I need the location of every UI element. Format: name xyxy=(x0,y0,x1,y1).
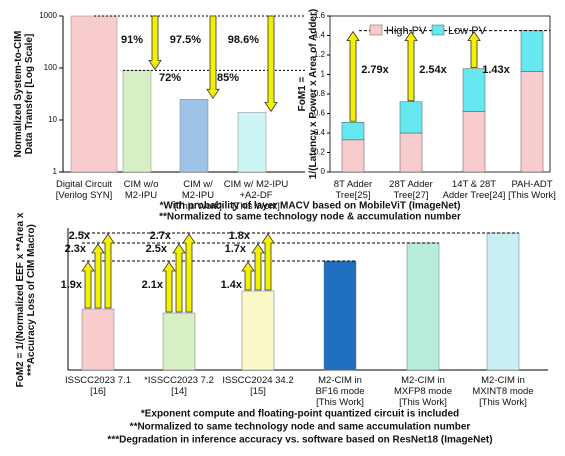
y-tick-label: 1000 xyxy=(39,11,57,20)
bar xyxy=(241,290,275,371)
y-tick-label: 1.6 xyxy=(314,11,326,20)
y-axis-label: Normalized System-to-CIMData Transfer [L… xyxy=(13,31,35,158)
y-axis-label: FoM1 =1/(Latency x Power x Area of Adder… xyxy=(297,9,319,179)
x-tick-label: M2-CIM in MXINT8 mode [This Work] xyxy=(472,375,533,408)
bar xyxy=(81,308,115,371)
x-tick-label: 28T Adder Tree[27] xyxy=(389,179,433,201)
x-tick-label: Digital Circuit [Verilog SYN] xyxy=(56,179,113,201)
arrow xyxy=(261,233,275,291)
bar-segment xyxy=(341,122,365,141)
x-tick-label: 14T & 28T Adder Tree[24] xyxy=(443,179,506,201)
x-tick-label: M2-CIM in MXFP8 mode [This Work] xyxy=(394,375,452,408)
x-tick-label: 8T Adder Tree[25] xyxy=(334,179,372,201)
arrow xyxy=(162,261,176,313)
x-tick-label: ISSCC2023 7.1 [16] xyxy=(65,375,131,397)
x-tick-label: PAH-ADT [This Work] xyxy=(508,179,556,201)
y-tick-label: 1.4 xyxy=(314,31,326,40)
y-tick-label: 1 xyxy=(321,70,326,79)
annotation: 1.43x xyxy=(482,64,510,76)
arrow xyxy=(81,261,95,309)
bar-segment xyxy=(520,71,544,173)
x-tick-label: *ISSCC2023 7.2 [14] xyxy=(144,375,214,397)
arrow xyxy=(467,30,481,69)
annotation: 97.5% xyxy=(170,34,201,46)
footnote: **Normalized to same technology node & a… xyxy=(159,212,461,223)
bar xyxy=(122,70,152,173)
annotation: 2.5x xyxy=(146,243,168,255)
y-tick-label: 0.4 xyxy=(314,128,326,137)
bar xyxy=(406,242,440,371)
bar-segment xyxy=(399,101,423,134)
bar xyxy=(162,312,196,371)
footnote: *With probability of layer MACV based on… xyxy=(160,201,461,212)
arrow xyxy=(206,15,220,100)
bar xyxy=(179,99,209,173)
annotation: 1.4x xyxy=(221,279,243,291)
y-tick-label: 0.8 xyxy=(314,89,326,98)
arrow xyxy=(182,233,196,313)
y-tick-label: 10 xyxy=(48,115,57,124)
arrow xyxy=(346,30,360,122)
footnote: ***Degradation in inference accuracy vs.… xyxy=(107,435,492,446)
y-tick-label: 0 xyxy=(321,167,326,176)
arrow xyxy=(251,243,265,291)
legend-label: Low PV xyxy=(448,25,487,37)
legend-swatch xyxy=(369,24,383,36)
bar xyxy=(70,15,118,173)
y-tick-label: 0.6 xyxy=(314,109,326,118)
y-tick-label: 1.2 xyxy=(314,50,326,59)
legend-swatch xyxy=(431,24,445,36)
arrow xyxy=(241,261,255,291)
arrow xyxy=(172,243,186,313)
bar-segment xyxy=(399,132,423,173)
x-tick-label: ISSCC2024 34.2 [15] xyxy=(222,375,293,397)
annotation: 1.7x xyxy=(225,243,247,255)
arrow xyxy=(404,30,418,102)
y-tick-label: 0.2 xyxy=(314,148,326,157)
annotation: 2.79x xyxy=(361,64,389,76)
y-tick-label: 1 xyxy=(53,167,58,176)
arrow xyxy=(148,15,162,71)
bar xyxy=(237,112,267,173)
annotation: 1.8x xyxy=(229,230,251,242)
bar-segment xyxy=(462,68,486,112)
annotation: 98.6% xyxy=(228,34,259,46)
y-tick-label: 100 xyxy=(44,63,58,72)
y-axis-label: FoM2 = 1/(Normalized EEF x **Area x***Ac… xyxy=(15,212,37,387)
legend-label: High PV xyxy=(386,25,427,37)
x-tick-label: CIM w/M2-IPU [This Work] xyxy=(174,179,222,212)
bar xyxy=(323,260,357,371)
annotation: 2.54x xyxy=(419,64,447,76)
arrow xyxy=(101,233,115,309)
bar xyxy=(486,232,520,371)
annotation: 91% xyxy=(121,34,143,46)
annotation: 72% xyxy=(159,72,181,84)
bar-segment xyxy=(462,111,486,173)
arrow xyxy=(91,243,105,309)
annotation: 2.1x xyxy=(142,279,164,291)
annotation: 2.7x xyxy=(150,230,172,242)
annotation: 1.9x xyxy=(61,279,83,291)
footnote: *Exponent compute and floating-point qua… xyxy=(141,409,459,420)
annotation: 2.3x xyxy=(65,243,87,255)
arrow xyxy=(264,15,278,113)
bar-segment xyxy=(341,139,365,173)
bar-segment xyxy=(520,30,544,72)
footnote: **Normalized to same technology node and… xyxy=(130,422,471,433)
x-tick-label: CIM w/o M2-IPU xyxy=(124,179,159,201)
annotation: 2.5x xyxy=(69,230,91,242)
x-tick-label: M2-CIM in BF16 mode [This Work] xyxy=(315,375,364,408)
x-tick-label: CIM w/ M2-IPU +A2-DF [This Work] xyxy=(224,179,289,212)
annotation: 85% xyxy=(217,72,239,84)
